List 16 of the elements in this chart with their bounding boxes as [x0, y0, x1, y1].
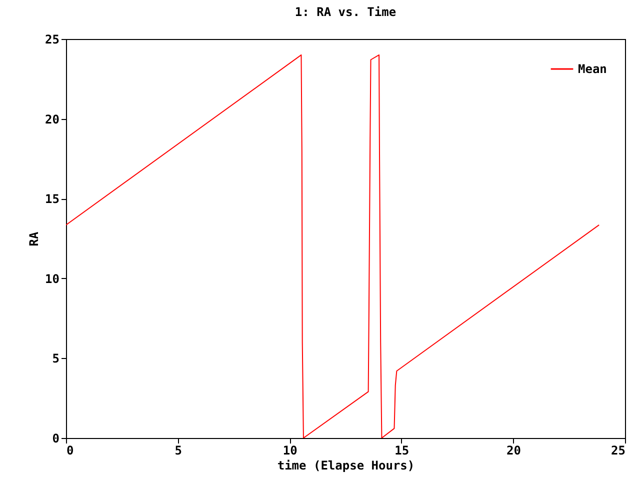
x-tick-label: 15 — [394, 444, 410, 458]
y-tick-label: 25 — [45, 32, 60, 46]
x-tick-label: 20 — [506, 444, 521, 458]
legend-label: Mean — [578, 62, 607, 76]
x-tick-label: 25 — [611, 444, 626, 458]
x-tick-label: 5 — [174, 444, 182, 458]
y-axis-title: RA — [27, 231, 42, 246]
x-tick-label: 10 — [282, 444, 298, 458]
y-tick-label: 0 — [52, 432, 60, 446]
y-tick-label: 5 — [52, 352, 60, 366]
x-axis-title: time (Elapse Hours) — [277, 458, 415, 472]
x-tick-label: 0 — [66, 444, 74, 458]
chart-title: 1: RA vs. Time — [294, 5, 396, 19]
y-tick-label: 15 — [45, 192, 60, 206]
y-tick-label: 20 — [45, 112, 60, 126]
y-tick-label: 10 — [45, 272, 60, 286]
